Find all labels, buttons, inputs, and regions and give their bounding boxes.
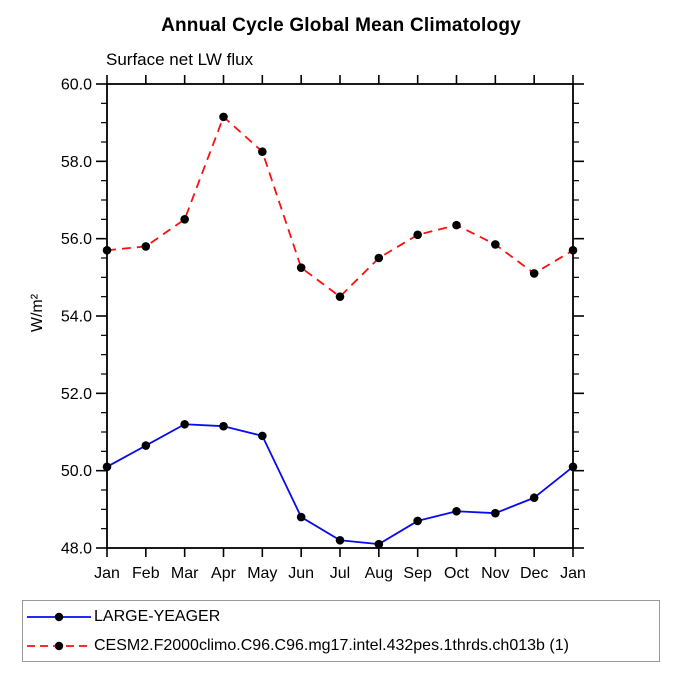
y-tick-label: 58.0 <box>61 154 92 171</box>
data-point-marker <box>102 245 112 255</box>
data-point-marker <box>219 112 228 122</box>
data-point-marker <box>491 240 500 249</box>
data-point-marker <box>568 245 578 255</box>
data-point-marker <box>180 215 189 224</box>
data-point-marker <box>258 147 267 156</box>
data-point-marker <box>529 493 539 503</box>
data-point-marker <box>413 230 422 240</box>
data-point-marker <box>491 508 500 518</box>
data-point-marker <box>452 220 461 230</box>
data-point-marker <box>374 539 384 549</box>
legend-line-sample-dashed <box>27 641 91 650</box>
data-point-marker <box>258 431 267 441</box>
data-point-marker <box>296 263 306 272</box>
data-point-marker <box>180 419 189 429</box>
data-point-marker <box>374 253 384 263</box>
chart-title: Annual Cycle Global Mean Climatology <box>161 15 521 36</box>
plot-frame <box>106 83 574 549</box>
legend-line-sample-solid <box>27 612 91 621</box>
data-point-marker <box>335 292 345 301</box>
x-tick-label: Nov <box>481 565 509 582</box>
y-axis-tick-labels: 48.0 50.0 52.0 54.0 56.0 58.0 60.0 <box>61 77 92 558</box>
chart-subtitle: Surface net LW flux <box>106 50 254 69</box>
data-point-marker <box>413 516 422 526</box>
y-tick-label: 48.0 <box>61 541 92 558</box>
legend-item-large-yeager: LARGE-YEAGER <box>23 602 659 631</box>
legend-item-cesm2: CESM2.F2000climo.C96.C96.mg17.intel.432p… <box>23 631 659 660</box>
y-tick-label: 54.0 <box>61 309 92 326</box>
series-line <box>106 423 574 546</box>
x-tick-label: Jul <box>330 565 350 582</box>
x-tick-label: Dec <box>520 565 548 582</box>
data-point-marker <box>529 269 539 278</box>
data-point-marker <box>296 512 306 522</box>
x-tick-label: Jun <box>288 565 314 582</box>
x-tick-label: Apr <box>211 565 237 582</box>
x-axis-tick-labels: Jan Feb Mar Apr May Jun Jul Aug Sep Oct Nov Dec Jan <box>94 565 586 582</box>
x-tick-label: Sep <box>403 565 432 582</box>
data-point-marker <box>452 506 461 516</box>
data-point-marker <box>102 462 112 472</box>
x-tick-label: Mar <box>171 565 199 582</box>
plot-area: 48.0 50.0 52.0 54.0 56.0 58.0 60.0 Jan Feb Mar Apr… <box>61 75 586 582</box>
series-line <box>106 115 574 298</box>
y-tick-label: 60.0 <box>61 77 92 94</box>
series-cesm2 <box>102 112 578 301</box>
legend-box: LARGE-YEAGER CESM2.F2000climo.C96.C96.mg… <box>22 600 660 662</box>
legend-label: LARGE-YEAGER <box>94 607 221 625</box>
y-axis-ticks <box>96 83 584 549</box>
y-tick-label: 50.0 <box>61 463 92 480</box>
data-point-marker <box>335 535 345 545</box>
data-point-marker <box>141 441 151 450</box>
legend-label: CESM2.F2000climo.C96.C96.mg17.intel.432p… <box>94 636 569 654</box>
x-tick-label: Jan <box>94 565 120 582</box>
data-point-marker <box>568 462 578 472</box>
data-point-marker <box>141 242 151 251</box>
y-tick-label: 56.0 <box>61 231 92 248</box>
x-axis-ticks <box>106 75 574 557</box>
x-tick-label: Aug <box>365 565 393 582</box>
x-tick-label: Oct <box>444 565 469 582</box>
x-tick-label: Jan <box>560 565 586 582</box>
x-tick-label: Feb <box>132 565 160 582</box>
y-tick-label: 52.0 <box>61 386 92 403</box>
x-tick-label: May <box>247 565 277 582</box>
data-point-marker <box>219 421 228 431</box>
series-large-yeager <box>102 419 578 549</box>
